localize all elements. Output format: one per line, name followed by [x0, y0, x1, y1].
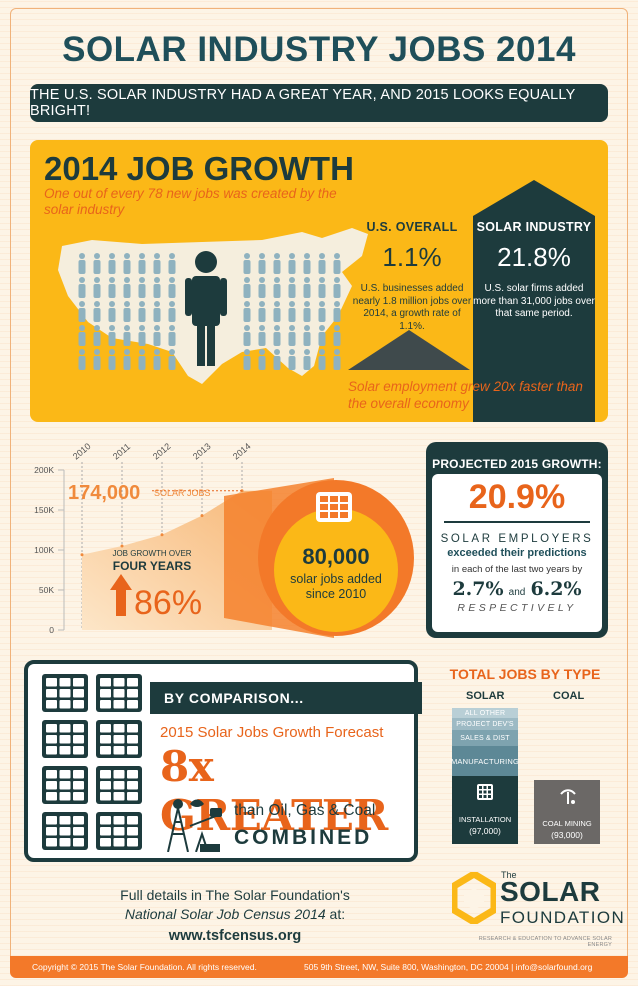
logo-tagline: RESEARCH & EDUCATION TO ADVANCE SOLAR EN…: [478, 936, 612, 948]
data-point: [120, 544, 124, 548]
projected-divider: [444, 521, 590, 523]
solar-panel-icon: [477, 784, 493, 800]
us-overall-desc: U.S. businesses added nearly 1.8 million…: [352, 283, 472, 332]
comparison-than: than Oil, Gas & Coal: [234, 802, 376, 819]
x-tick-label: 2011: [111, 441, 132, 461]
callout-value: 174,000: [68, 482, 140, 504]
oil-rig-icon: [167, 799, 222, 852]
growth-label: JOB GROWTH OVER: [112, 549, 191, 558]
job-growth-panel: 2014 JOB GROWTH One out of every 78 new …: [30, 140, 608, 422]
jobs-added-value: 80,000: [302, 544, 370, 569]
census-at: at:: [325, 906, 346, 922]
callout-label: SOLAR JOBS: [154, 488, 211, 498]
solar-industry-desc: U.S. solar firms added more than 31,000 …: [473, 283, 595, 319]
growth-footnote: Solar employment grew 20x faster than th…: [348, 379, 583, 411]
total-jobs-title: TOTAL JOBS BY TYPE: [449, 666, 601, 682]
y-tick-label: 0: [49, 625, 54, 635]
x-tick-label: 2014: [231, 441, 253, 462]
comparison-header: BY COMPARISON...: [150, 682, 422, 714]
projected-employers: SOLAR EMPLOYERS: [440, 533, 594, 545]
x-tick-label: 2013: [191, 441, 213, 462]
x-tick-label: 2010: [71, 441, 93, 462]
coal-mining-label: COAL MINING: [542, 819, 592, 828]
growth-arrow-icon: [110, 574, 132, 616]
solar-industry-column: [473, 180, 595, 422]
data-point: [80, 553, 84, 557]
growth-label-2: FOUR YEARS: [113, 559, 191, 573]
logo-the: The: [501, 870, 517, 880]
projected-exceeded: exceeded their predictions: [447, 547, 587, 559]
segment-sales-dist: SALES & DIST: [452, 730, 518, 746]
comparison-panel: BY COMPARISON... 2015 Solar Jobs Growth …: [24, 660, 422, 862]
hexagon-logo-icon: [452, 872, 496, 924]
coal-mining-bar: COAL MINING (93,000): [534, 780, 600, 844]
segment-all-other: ALL OTHER: [452, 708, 518, 718]
full-details-text: Full details in The Solar Foundation's: [120, 887, 350, 903]
us-overall-stat: U.S. OVERALL 1.1% U.S. businesses added …: [352, 220, 472, 333]
coal-column-label: COAL: [553, 690, 585, 702]
solar-panel-icon: [42, 812, 88, 850]
jobs-added-label: solar jobs added since 2010: [290, 572, 382, 601]
y-tick-label: 100K: [34, 545, 54, 555]
projected-title: PROJECTED 2015 GROWTH:: [432, 457, 602, 471]
solar-panel-icon: [96, 674, 142, 712]
projected-respectively: RESPECTIVELY: [457, 602, 577, 614]
pickaxe-icon: [560, 789, 576, 804]
solar-foundation-logo: The SOLAR FOUNDATION RESEARCH & EDUCATIO…: [452, 870, 624, 948]
us-map-people-icon: [58, 228, 368, 384]
y-tick-label: 150K: [34, 505, 54, 515]
headline-banner: THE U.S. SOLAR INDUSTRY HAD A GREAT YEAR…: [30, 84, 608, 122]
solar-panel-icons: [42, 674, 142, 850]
copyright: Copyright © 2015 The Solar Foundation. A…: [32, 962, 257, 972]
solar-panel-icon: [42, 766, 88, 804]
comparison-forecast: 2015 Solar Jobs Growth Forecast: [160, 724, 384, 741]
projected-each: in each of the last two years by: [451, 564, 583, 575]
contact-address[interactable]: 505 9th Street, NW, Suite 800, Washingto…: [304, 962, 593, 972]
solar-panel-icon: [96, 812, 142, 850]
comparison-greater: 8x GREATER: [160, 742, 388, 840]
installation-label: INSTALLATION: [458, 815, 512, 824]
comparison-combined: COMBINED: [234, 826, 373, 849]
job-growth-title: 2014 JOB GROWTH: [44, 150, 354, 187]
solar-panel-icon: [96, 766, 142, 804]
projected-v1: 2.7%: [452, 578, 504, 600]
segment-project-dev: PROJECT DEV'S: [452, 718, 518, 730]
us-overall-roof-icon: [348, 330, 470, 370]
y-tick-label: 200K: [34, 465, 54, 475]
jobs-added: 80,000 solar jobs added since 2010: [276, 544, 396, 602]
solar-industry-label: SOLAR INDUSTRY: [476, 220, 592, 234]
x-tick-label: 2012: [151, 441, 173, 462]
page-title: SOLAR INDUSTRY JOBS 2014: [62, 30, 576, 69]
projected-value: 20.9%: [468, 478, 566, 516]
full-details: Full details in The Solar Foundation's N…: [70, 886, 400, 924]
solar-panel-icon: [42, 674, 88, 712]
projected-growth-panel: PROJECTED 2015 GROWTH: 20.9% SOLAR EMPLO…: [426, 442, 608, 638]
solar-column-label: SOLAR: [466, 690, 505, 702]
solar-industry-value: 21.8%: [497, 242, 571, 272]
data-point: [160, 533, 164, 537]
jobs-added-bubble: [224, 478, 414, 638]
us-overall-value: 1.1%: [382, 242, 442, 272]
census-name: National Solar Job Census 2014: [124, 906, 326, 922]
census-url-link[interactable]: www.tsfcensus.org: [168, 928, 302, 944]
solar-panel-icon: [42, 720, 88, 758]
job-growth-subtitle: One out of every 78 new jobs was created…: [44, 186, 337, 217]
installation-value: (97,000): [469, 826, 501, 836]
data-point: [200, 514, 204, 518]
us-overall-label: U.S. OVERALL: [366, 220, 458, 234]
logo-foundation: FOUNDATION: [500, 908, 626, 927]
projected-card: 20.9% SOLAR EMPLOYERS exceeded their pre…: [432, 474, 602, 632]
solar-industry-stat: SOLAR INDUSTRY 21.8% U.S. solar firms ad…: [473, 220, 595, 321]
y-tick-label: 50K: [39, 585, 54, 595]
projected-numbers: 2.7% and 6.2%: [432, 578, 602, 600]
projected-v2: 6.2%: [530, 578, 582, 600]
segment-manufacturing: MANUFACTURING: [451, 746, 519, 776]
projected-and: and: [508, 587, 526, 598]
footer-bar: Copyright © 2015 The Solar Foundation. A…: [10, 956, 628, 978]
solar-panel-icon: [96, 720, 142, 758]
coal-mining-value: (93,000): [551, 830, 583, 840]
installation-bar: INSTALLATION (97,000): [452, 776, 518, 844]
growth-value: 86%: [134, 584, 202, 622]
logo-solar: SOLAR: [500, 876, 601, 907]
